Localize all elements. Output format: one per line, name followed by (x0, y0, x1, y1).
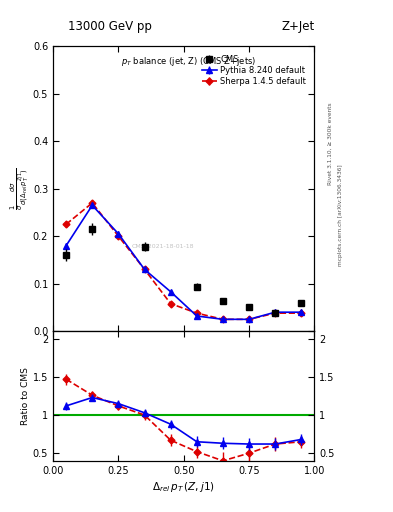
Y-axis label: Ratio to CMS: Ratio to CMS (21, 367, 30, 425)
Text: CMS_2021-18-01-18: CMS_2021-18-01-18 (132, 243, 194, 248)
Y-axis label: $\frac{1}{\sigma}\frac{d\sigma}{d(\Delta_{rel}\,p_T^{Zj1})}$: $\frac{1}{\sigma}\frac{d\sigma}{d(\Delta… (9, 167, 31, 209)
Text: $p_T$ balance (jet, Z) (CMS Z+jets): $p_T$ balance (jet, Z) (CMS Z+jets) (121, 55, 257, 68)
Text: 13000 GeV pp: 13000 GeV pp (68, 20, 152, 33)
X-axis label: $\Delta_{rel}\,p_T\,(Z,j1)$: $\Delta_{rel}\,p_T\,(Z,j1)$ (152, 480, 215, 494)
Text: mcplots.cern.ch [arXiv:1306.3436]: mcplots.cern.ch [arXiv:1306.3436] (338, 164, 343, 266)
Text: Rivet 3.1.10, ≥ 300k events: Rivet 3.1.10, ≥ 300k events (328, 102, 333, 185)
Legend: CMS, Pythia 8.240 default, Sherpa 1.4.5 default: CMS, Pythia 8.240 default, Sherpa 1.4.5 … (200, 53, 308, 88)
Text: Z+Jet: Z+Jet (281, 20, 314, 33)
